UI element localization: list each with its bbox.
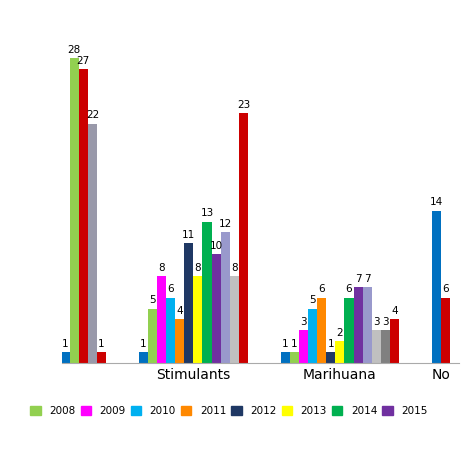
Bar <box>193 276 202 363</box>
Bar <box>308 309 317 363</box>
Text: 28: 28 <box>68 45 81 55</box>
Bar <box>345 298 354 363</box>
Text: 6: 6 <box>442 284 448 294</box>
Bar <box>211 254 221 363</box>
Bar <box>139 352 148 363</box>
Bar <box>326 352 335 363</box>
Bar <box>221 232 230 363</box>
Bar <box>299 330 308 363</box>
Bar <box>202 221 211 363</box>
Text: 3: 3 <box>373 317 380 327</box>
Text: 13: 13 <box>201 208 214 219</box>
Text: 5: 5 <box>149 295 155 305</box>
Bar <box>88 124 97 363</box>
Bar <box>441 298 450 363</box>
Text: 8: 8 <box>231 263 237 273</box>
Text: 1: 1 <box>282 339 289 349</box>
Bar <box>290 352 299 363</box>
Text: 7: 7 <box>364 273 371 283</box>
Bar <box>97 352 106 363</box>
Text: 11: 11 <box>182 230 195 240</box>
Bar <box>175 319 184 363</box>
Bar <box>363 287 372 363</box>
Text: 6: 6 <box>167 284 174 294</box>
Text: 14: 14 <box>429 198 443 208</box>
Bar <box>70 58 79 363</box>
Text: 1: 1 <box>291 339 298 349</box>
Text: 4: 4 <box>391 306 398 316</box>
Bar <box>157 276 166 363</box>
Bar <box>166 298 175 363</box>
Bar <box>148 309 157 363</box>
Text: 22: 22 <box>86 110 99 120</box>
Bar <box>239 113 248 363</box>
Bar <box>61 352 70 363</box>
Text: 1: 1 <box>140 339 146 349</box>
Text: 5: 5 <box>309 295 316 305</box>
Text: 8: 8 <box>195 263 201 273</box>
Bar <box>335 341 345 363</box>
Text: 7: 7 <box>355 273 361 283</box>
Legend: 2008, 2009, 2010, 2011, 2012, 2013, 2014, 2015: 2008, 2009, 2010, 2011, 2012, 2013, 2014… <box>27 403 430 419</box>
Bar <box>79 69 88 363</box>
Text: 1: 1 <box>328 339 334 349</box>
Bar <box>372 330 381 363</box>
Text: 27: 27 <box>77 56 90 66</box>
Text: 6: 6 <box>319 284 325 294</box>
Text: 2: 2 <box>337 328 343 338</box>
Text: 10: 10 <box>210 241 223 251</box>
Bar <box>432 210 441 363</box>
Bar <box>381 330 390 363</box>
Text: 8: 8 <box>158 263 165 273</box>
Bar <box>281 352 290 363</box>
Bar <box>390 319 399 363</box>
Text: 4: 4 <box>176 306 183 316</box>
Text: 3: 3 <box>300 317 307 327</box>
Text: 1: 1 <box>62 339 68 349</box>
Text: 1: 1 <box>98 339 105 349</box>
Bar <box>230 276 239 363</box>
Bar <box>354 287 363 363</box>
Text: 12: 12 <box>219 219 232 229</box>
Bar <box>184 243 193 363</box>
Text: 6: 6 <box>346 284 352 294</box>
Text: 23: 23 <box>237 100 250 109</box>
Text: 3: 3 <box>382 317 389 327</box>
Bar <box>317 298 326 363</box>
